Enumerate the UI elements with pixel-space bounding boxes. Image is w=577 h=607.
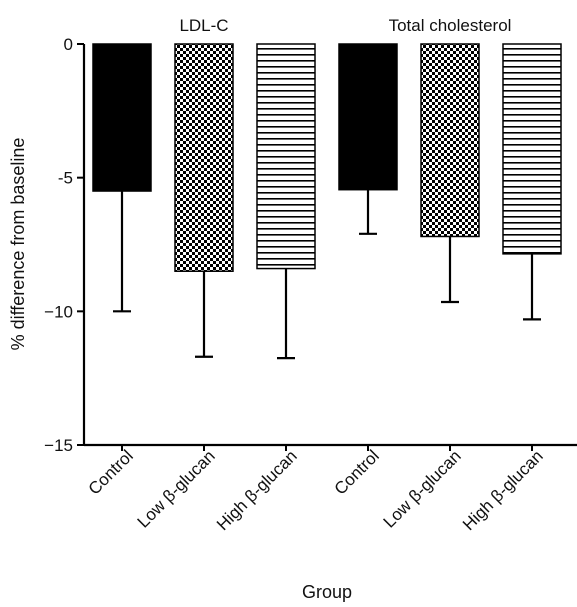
bar	[420, 43, 480, 238]
y-axis-label: % difference from baseline	[8, 138, 28, 351]
x-tick-label: Low β-glucan	[134, 446, 219, 531]
x-tick-label: Control	[331, 446, 383, 498]
bar	[502, 43, 562, 255]
bar	[174, 43, 234, 272]
bar	[256, 43, 316, 270]
x-tick-label: High β-glucan	[213, 446, 301, 534]
x-tick-label: Low β-glucan	[380, 446, 465, 531]
x-tick-label: High β-glucan	[459, 446, 547, 534]
y-tick-label: 0	[64, 35, 73, 54]
y-tick-label: −15	[44, 436, 73, 455]
y-tick-label: -5	[58, 169, 73, 188]
x-axis-label: Group	[302, 582, 352, 602]
bar	[92, 43, 152, 192]
y-tick-label: −10	[44, 302, 73, 321]
x-tick-label: Control	[85, 446, 137, 498]
group-title: Total cholesterol	[389, 16, 512, 35]
bar	[338, 43, 398, 191]
group-title: LDL-C	[179, 16, 228, 35]
